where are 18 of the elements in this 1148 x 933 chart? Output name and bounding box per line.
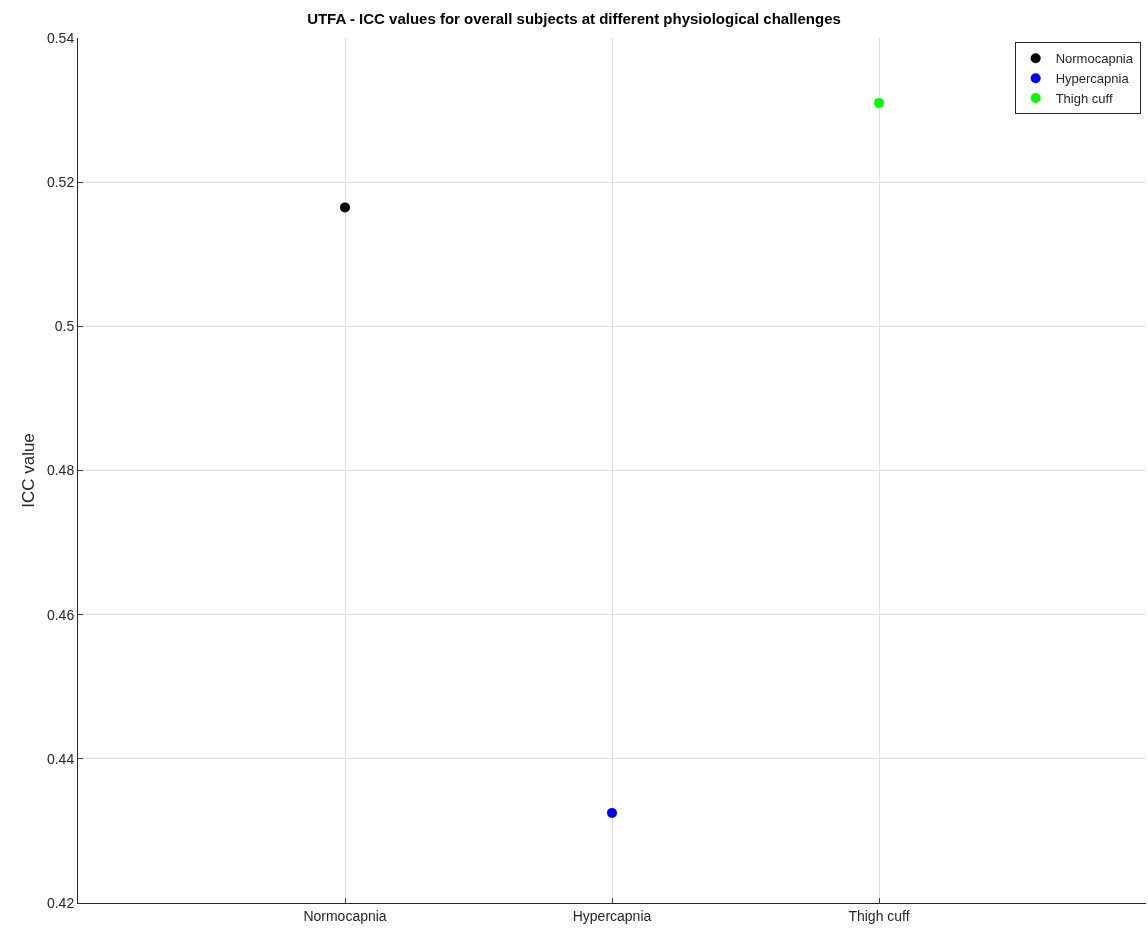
legend-label: Hypercapnia [1055,71,1130,87]
point [607,807,617,818]
y-tick-label: 0.46 [46,606,75,623]
y-tick-label: 0.52 [46,174,75,191]
legend-label: Normocapnia [1055,51,1134,67]
x-tick-label: Hypercapnia [572,907,652,924]
point [874,97,884,108]
legend-label: Thigh cuff [1055,91,1113,107]
y-tick-label: 0.44 [46,750,75,767]
y-tick-label: 0.54 [46,29,75,46]
x-tick-label: Thigh cuff [848,907,910,924]
x-tick-label: Normocapnia [303,907,387,924]
y-tick-label: 0.48 [46,462,75,479]
y-tick-label: 0.5 [54,318,75,335]
y-tick-label: 0.42 [46,894,75,911]
y-axis-title: ICC value [19,433,38,508]
chart-title: UTFA - ICC values for overall subjects at different physiological challenges [307,10,841,28]
point [340,202,350,213]
